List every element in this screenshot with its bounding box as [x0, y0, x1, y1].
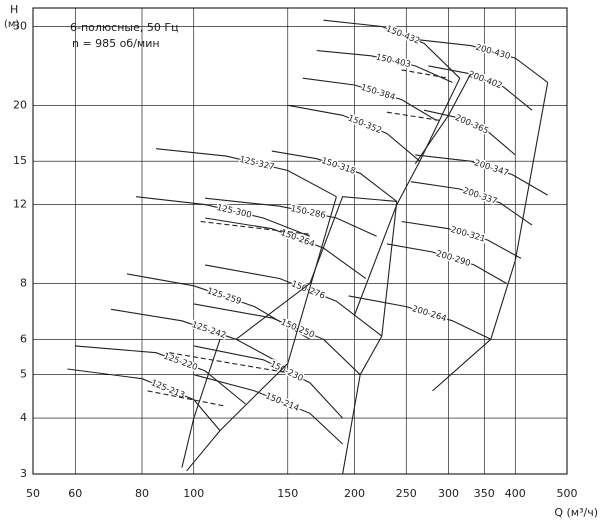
x-tick-label: 60 — [68, 487, 82, 500]
pump-curve — [181, 339, 221, 468]
curve-label: 150-432 — [384, 24, 421, 46]
pump-curve — [67, 368, 221, 431]
pump-curve — [110, 308, 289, 368]
y-tick-label: 12 — [13, 198, 27, 211]
curve-label: 200-290 — [435, 249, 472, 269]
pump-curve — [156, 148, 337, 198]
x-tick-label: 150 — [277, 487, 298, 500]
curve-label: 150-318 — [320, 156, 357, 177]
dashed-line — [401, 69, 449, 79]
dashed-line — [200, 220, 310, 235]
pump-curve — [205, 264, 383, 337]
x-tick-label: 100 — [183, 487, 204, 500]
pump-curve — [302, 77, 437, 121]
pump-curve — [287, 104, 421, 162]
pump-curve — [316, 50, 453, 83]
dashed-line — [147, 390, 227, 407]
pump-curve — [193, 374, 343, 445]
curve-label: 150-384 — [359, 83, 396, 103]
pump-curve — [423, 109, 516, 156]
pump-curve — [414, 73, 472, 165]
pump-curve — [428, 65, 533, 111]
pump-curve — [126, 273, 311, 340]
curve-label: 125-259 — [206, 286, 243, 307]
pump-curve — [342, 201, 398, 475]
curve-label: 150-276 — [290, 279, 327, 301]
curve-label: 150-286 — [290, 204, 327, 221]
x-axis-label: Q (м³/ч) — [554, 506, 598, 519]
curve-label: 150-214 — [264, 391, 301, 414]
x-tick-label: 500 — [557, 487, 578, 500]
pump-curve — [205, 197, 377, 237]
curve-label: 150-352 — [346, 113, 383, 136]
x-tick-label: 80 — [135, 487, 149, 500]
curve-label: 200-321 — [449, 225, 486, 245]
y-tick-label: 5 — [20, 368, 27, 381]
x-tick-label: 300 — [438, 487, 459, 500]
pump-curve — [323, 19, 461, 79]
y-tick-label: 3 — [20, 467, 27, 480]
pump-curve — [415, 154, 548, 196]
pump-curve — [386, 243, 507, 284]
pump-curve — [205, 217, 367, 280]
pump-curve — [410, 181, 533, 226]
x-tick-label: 400 — [505, 487, 526, 500]
curve-label: 125-242 — [190, 320, 227, 341]
curve-label: 150-230 — [268, 359, 304, 384]
pump-curve — [193, 345, 344, 419]
pump-curve — [235, 196, 397, 340]
y-axis-label: H — [10, 3, 18, 16]
y-tick-label: 30 — [13, 20, 27, 33]
dashed-line — [169, 352, 288, 374]
pump-curve — [75, 345, 246, 405]
x-tick-label: 350 — [474, 487, 495, 500]
pump-curve — [348, 295, 492, 340]
pump-curve — [186, 196, 337, 472]
pump-curve — [271, 150, 398, 202]
curve-label: 200-430 — [474, 43, 511, 62]
curve-label: 125-327 — [238, 155, 275, 173]
curve-label: 125-300 — [216, 203, 253, 221]
y-tick-label: 6 — [20, 332, 27, 345]
y-tick-label: 4 — [20, 411, 27, 424]
curve-label: 200-264 — [411, 304, 448, 324]
annotation: 6-полюсные, 50 Гц — [70, 21, 179, 34]
curve-label: 200-337 — [461, 186, 498, 207]
pump-curve — [419, 39, 549, 83]
pump-curve — [353, 77, 461, 316]
x-tick-label: 250 — [396, 487, 417, 500]
pump-curve — [432, 82, 549, 392]
annotation: n = 985 об/мин — [72, 37, 160, 50]
pump-curve — [401, 220, 522, 259]
y-axis-unit: (м) — [4, 19, 19, 30]
y-tick-label: 8 — [20, 276, 27, 289]
dashed-line — [386, 111, 441, 122]
y-tick-label: 15 — [13, 154, 27, 167]
y-tick-label: 20 — [13, 98, 27, 111]
x-tick-label: 200 — [344, 487, 365, 500]
pump-curve — [136, 196, 311, 237]
x-tick-label: 50 — [26, 487, 40, 500]
curve-label: 200-402 — [467, 70, 504, 92]
